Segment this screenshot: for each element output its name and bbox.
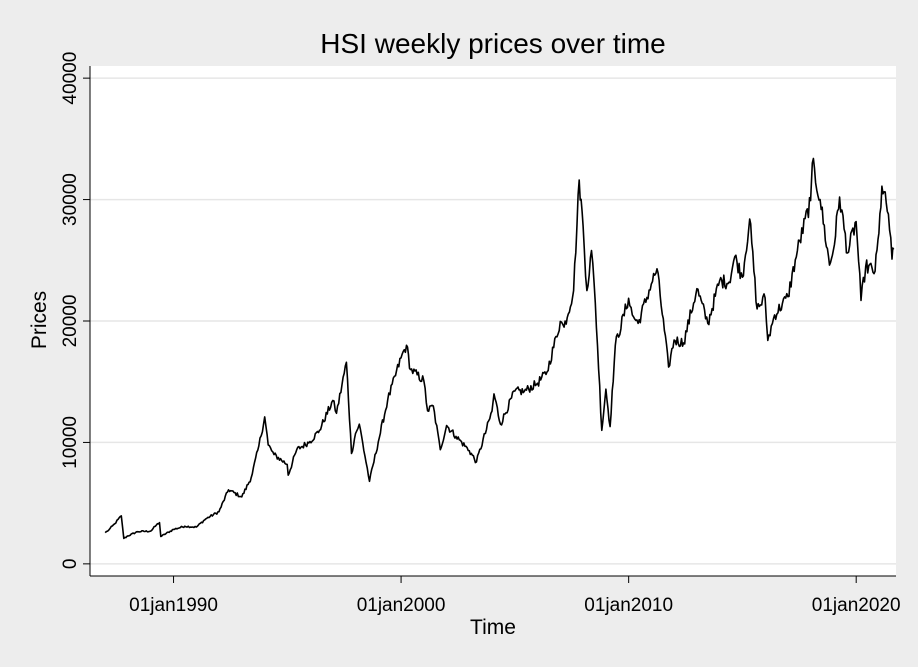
y-tick-label: 40000	[60, 52, 81, 105]
y-tick-label: 20000	[60, 295, 81, 348]
x-tick-label: 01jan2020	[812, 595, 901, 616]
x-tick-label: 01jan2010	[584, 595, 673, 616]
grid-lines	[90, 77, 896, 565]
x-axis-title: Time	[470, 616, 516, 639]
y-axis-title: Prices	[28, 291, 51, 349]
y-axis-ticks: 0 10000 20000 30000 40000	[60, 52, 90, 569]
x-tick-label: 01jan2000	[357, 595, 446, 616]
x-tick-label: 01jan1990	[129, 595, 218, 616]
chart-title: HSI weekly prices over time	[320, 28, 665, 59]
x-axis-ticks: 01jan1990 01jan2000 01jan2010 01jan2020	[129, 576, 901, 616]
y-tick-label: 10000	[60, 416, 81, 469]
y-tick-label: 0	[60, 559, 81, 570]
series-line-prices	[104, 157, 895, 540]
y-tick-label: 30000	[60, 173, 81, 226]
